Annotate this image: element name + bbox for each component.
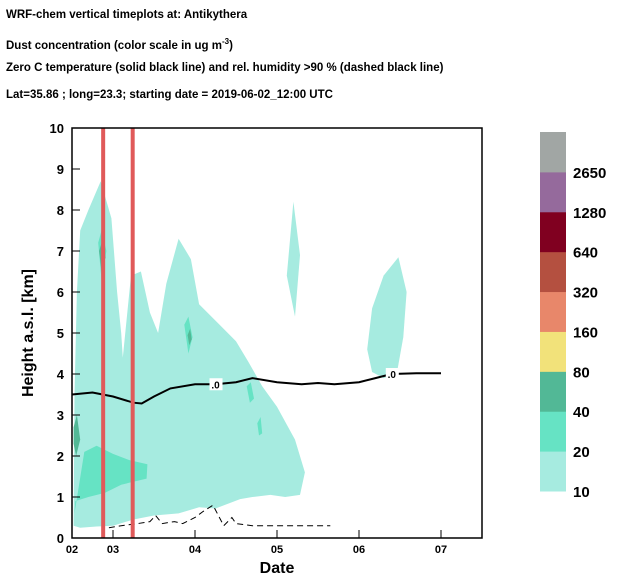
title-line-2: Dust concentration (color scale in ug m-… — [6, 33, 443, 60]
title-line-2-exponent: -3 — [221, 36, 230, 46]
x-tick-label-06: 06 — [353, 544, 365, 556]
dust-region-1 — [286, 201, 300, 317]
colorbar-swatch-8 — [540, 132, 566, 173]
title-line-4: Lat=35.86 ; long=23.3; starting date = 2… — [6, 88, 333, 101]
y-tick-label-10: 10 — [50, 121, 64, 136]
colorbar-label-640: 640 — [573, 245, 598, 262]
y-tick-label-3: 3 — [57, 408, 64, 423]
colorbar-swatch-0 — [540, 451, 566, 492]
colorbar-label-320: 320 — [573, 285, 598, 302]
dust-region-3 — [74, 445, 148, 514]
y-tick-label-5: 5 — [57, 326, 64, 341]
dust-region-2 — [367, 257, 407, 379]
x-axis-label: Date — [260, 560, 295, 577]
zero-c-temperature-line — [71, 372, 441, 405]
y-tick-label-1: 1 — [57, 490, 64, 505]
colorbar-label-80: 80 — [573, 364, 590, 381]
colorbar-label-20: 20 — [573, 444, 590, 461]
y-axis-label: Height a.s.l. [km] — [20, 269, 37, 397]
y-tick-label-9: 9 — [57, 162, 64, 177]
x-tick-label-05: 05 — [271, 544, 283, 556]
x-tick-label-02: 02 — [66, 544, 78, 556]
y-tick-label-0: 0 — [57, 531, 64, 546]
colorbar-swatch-6 — [540, 211, 566, 253]
x-tick-label-04: 04 — [189, 544, 202, 556]
colorbar-label-40: 40 — [573, 404, 590, 421]
title-line-1: WRF-chem vertical timeplots at: Antikyth… — [6, 9, 248, 21]
colorbar-swatch-3 — [540, 331, 566, 372]
dust-region-10 — [73, 415, 81, 456]
colorbar-swatch-1 — [540, 411, 566, 452]
x-tick-label-07: 07 — [435, 544, 447, 556]
dust-region-6 — [246, 382, 254, 403]
rh90-dashed-line — [108, 504, 331, 529]
zero-c-label-bg-0 — [209, 378, 223, 391]
dust-region-7 — [257, 417, 263, 436]
y-tick-label-6: 6 — [57, 285, 64, 300]
y-tick-label-8: 8 — [57, 203, 64, 218]
header: WRF-chem vertical timeplots at: Antikyth… — [6, 6, 443, 112]
colorbar-label-10: 10 — [573, 484, 590, 501]
colorbar-swatch-2 — [540, 371, 566, 412]
y-tick-label-4: 4 — [57, 367, 65, 382]
zero-c-label-1: .0 — [388, 370, 397, 381]
title-line-2-close: ) — [229, 39, 233, 52]
title-line-2-text: Dust concentration (color scale in ug m — [6, 39, 222, 52]
zero-c-label-0: .0 — [211, 380, 220, 391]
colorbar-label-1280: 1280 — [573, 205, 606, 222]
zero-c-label-bg-1 — [385, 368, 399, 380]
colorbar-swatch-4 — [540, 291, 566, 332]
colorbar-swatch-5 — [540, 251, 566, 293]
colorbar-label-2650: 2650 — [573, 165, 606, 182]
title-line-3: Zero C temperature (solid black line) an… — [6, 62, 444, 74]
x-tick-label-03: 03 — [107, 544, 119, 556]
y-tick-label-2: 2 — [57, 449, 64, 464]
colorbar-swatch-7 — [540, 171, 566, 213]
colorbar-label-160: 160 — [573, 324, 598, 341]
dust-region-9 — [187, 328, 192, 346]
y-tick-label-7: 7 — [57, 244, 64, 259]
